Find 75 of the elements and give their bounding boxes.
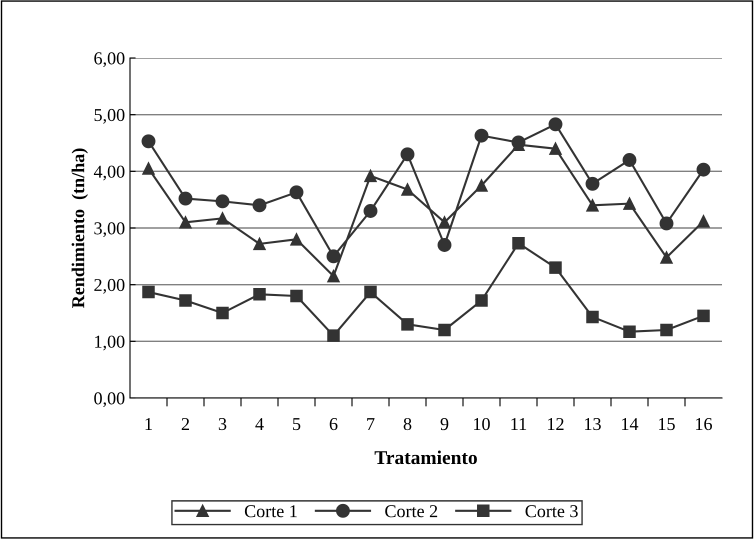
point: [179, 216, 192, 229]
legend-label: Corte 1: [244, 505, 297, 518]
point: [549, 142, 562, 155]
point: [622, 153, 636, 167]
x-tick-label: 8: [404, 418, 412, 430]
y-tick-label: 2,00: [94, 278, 124, 294]
point: [142, 162, 155, 175]
x-tick-label: 4: [255, 418, 264, 430]
point: [178, 192, 192, 206]
legend-label: Corte 2: [385, 505, 438, 518]
y-tick-label: 6,00: [94, 52, 124, 68]
point: [438, 324, 451, 336]
point: [142, 286, 155, 298]
point: [364, 286, 377, 298]
point: [697, 310, 710, 322]
point: [364, 204, 378, 218]
point: [216, 194, 230, 208]
x-tick-label: 16: [696, 418, 712, 430]
x-tick-label: 13: [585, 418, 601, 430]
x-tick-label: 9: [440, 418, 448, 430]
y-tick-label: 3,00: [94, 222, 124, 238]
y-tick-label: 4,00: [94, 166, 124, 180]
x-tick-label: 14: [622, 418, 638, 430]
point: [660, 216, 674, 230]
y-tick-label: 1,00: [95, 336, 124, 350]
x-tick-label: 1: [146, 418, 152, 430]
point: [252, 198, 266, 212]
x-axis-title: Tratamiento: [374, 450, 477, 464]
point: [548, 117, 562, 132]
point: [290, 185, 304, 200]
point: [660, 251, 673, 264]
point: [216, 306, 229, 320]
x-tick-label: 6: [330, 418, 338, 430]
point: [327, 270, 340, 282]
point: [696, 162, 710, 177]
point: [512, 237, 525, 250]
x-tick-label: 5: [293, 418, 300, 430]
legend-label: Corte 3: [526, 505, 578, 518]
point: [623, 197, 636, 210]
x-tick-label: 10: [474, 418, 490, 430]
point: [438, 238, 452, 252]
point: [400, 147, 414, 162]
point: [142, 134, 156, 148]
point: [475, 294, 488, 307]
x-tick-label: 3: [218, 418, 226, 430]
point: [253, 288, 266, 301]
point: [253, 238, 266, 250]
point: [549, 261, 562, 274]
point: [475, 179, 488, 192]
point: [364, 170, 377, 182]
point: [179, 294, 192, 307]
point: [586, 199, 599, 212]
point: [401, 183, 414, 196]
x-tick-label: 2: [182, 418, 190, 430]
y-tick-label: 0,00: [94, 392, 124, 408]
point: [326, 249, 340, 264]
point: [623, 325, 636, 338]
point: [474, 128, 488, 143]
point: [512, 135, 526, 150]
point: [290, 290, 303, 302]
y-axis-title: Rendimiento (tn/ha): [72, 148, 88, 308]
x-tick-label: 7: [367, 418, 374, 430]
point: [327, 329, 340, 342]
point: [586, 176, 600, 191]
point: [290, 233, 303, 246]
x-tick-label: 12: [548, 418, 564, 430]
y-tick-label: 5,00: [94, 108, 124, 124]
x-tick-label: 11: [511, 418, 526, 430]
point: [438, 216, 451, 229]
point: [660, 324, 673, 336]
point: [216, 212, 229, 225]
x-tick-label: 15: [659, 418, 675, 430]
point: [697, 214, 710, 228]
point: [586, 310, 599, 324]
point: [401, 318, 414, 331]
